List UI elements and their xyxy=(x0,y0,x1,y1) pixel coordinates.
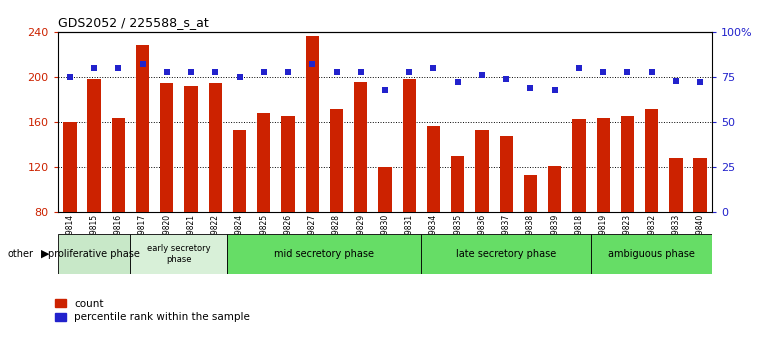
Bar xyxy=(548,166,561,212)
Text: late secretory phase: late secretory phase xyxy=(456,249,557,259)
Point xyxy=(621,69,634,74)
Bar xyxy=(281,116,295,212)
Text: ambiguous phase: ambiguous phase xyxy=(608,249,695,259)
Bar xyxy=(257,113,270,212)
Legend: count, percentile rank within the sample: count, percentile rank within the sample xyxy=(55,299,250,322)
Text: mid secretory phase: mid secretory phase xyxy=(274,249,374,259)
Bar xyxy=(621,116,634,212)
Bar xyxy=(330,109,343,212)
Bar xyxy=(475,130,489,212)
Bar xyxy=(209,82,222,212)
Point xyxy=(500,76,512,82)
Bar xyxy=(88,79,101,212)
Bar xyxy=(669,158,682,212)
Point xyxy=(670,78,682,84)
Point xyxy=(451,80,464,85)
Point xyxy=(258,69,270,74)
Bar xyxy=(233,130,246,212)
Bar xyxy=(524,175,537,212)
Point xyxy=(597,69,609,74)
Bar xyxy=(572,119,586,212)
Bar xyxy=(354,81,367,212)
Text: other: other xyxy=(8,249,34,259)
Point xyxy=(330,69,343,74)
Bar xyxy=(58,234,130,274)
Bar xyxy=(160,82,173,212)
Bar xyxy=(306,36,319,212)
Point xyxy=(185,69,197,74)
Text: GDS2052 / 225588_s_at: GDS2052 / 225588_s_at xyxy=(58,16,209,29)
Bar xyxy=(427,126,440,212)
Point xyxy=(161,69,173,74)
Bar xyxy=(136,45,149,212)
Bar xyxy=(403,79,416,212)
Bar xyxy=(591,234,712,274)
Point xyxy=(306,62,319,67)
Point xyxy=(403,69,415,74)
Text: proliferative phase: proliferative phase xyxy=(49,249,140,259)
Bar xyxy=(63,122,76,212)
Bar xyxy=(645,109,658,212)
Bar xyxy=(597,118,610,212)
Point xyxy=(136,62,149,67)
Bar xyxy=(112,118,125,212)
Bar xyxy=(451,156,464,212)
Point xyxy=(548,87,561,92)
Point xyxy=(209,69,222,74)
Point xyxy=(645,69,658,74)
Point xyxy=(233,74,246,80)
Point xyxy=(573,65,585,71)
Point xyxy=(64,74,76,80)
Bar xyxy=(378,167,392,212)
Point xyxy=(282,69,294,74)
Point xyxy=(379,87,391,92)
Bar xyxy=(130,234,227,274)
Bar xyxy=(184,86,198,212)
Bar xyxy=(694,158,707,212)
Point xyxy=(112,65,125,71)
Point xyxy=(427,65,440,71)
Bar xyxy=(227,234,421,274)
Point xyxy=(88,65,100,71)
Point xyxy=(476,72,488,78)
Bar xyxy=(421,234,591,274)
Text: early secretory
phase: early secretory phase xyxy=(147,244,211,264)
Bar xyxy=(500,136,513,212)
Point xyxy=(524,85,537,91)
Point xyxy=(355,69,367,74)
Point xyxy=(694,80,706,85)
Text: ▶: ▶ xyxy=(41,249,49,259)
